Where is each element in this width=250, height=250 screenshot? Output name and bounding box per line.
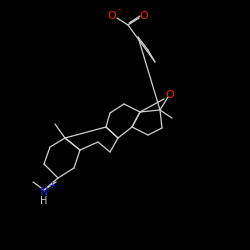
Text: O: O bbox=[166, 90, 174, 100]
Text: +: + bbox=[48, 180, 56, 190]
Text: ⁻: ⁻ bbox=[118, 6, 122, 16]
Text: H: H bbox=[40, 196, 48, 206]
Text: O: O bbox=[140, 11, 148, 21]
Text: O: O bbox=[108, 11, 116, 21]
Text: N: N bbox=[40, 187, 48, 197]
